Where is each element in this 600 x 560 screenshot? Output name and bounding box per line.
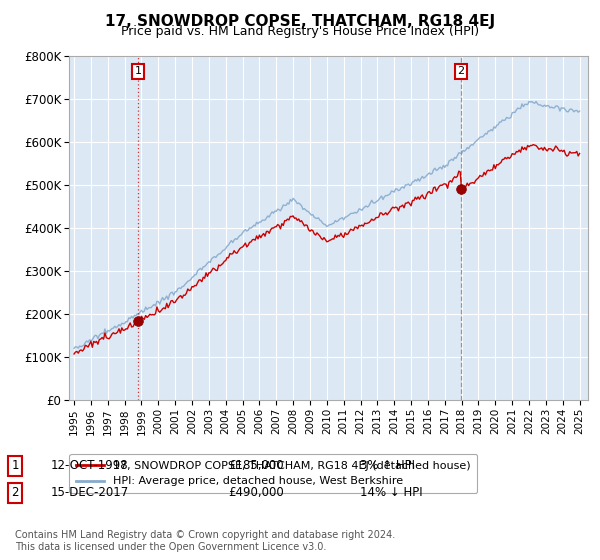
Legend: 17, SNOWDROP COPSE, THATCHAM, RG18 4EJ (detached house), HPI: Average price, det: 17, SNOWDROP COPSE, THATCHAM, RG18 4EJ (…	[70, 454, 477, 493]
Text: 15-DEC-2017: 15-DEC-2017	[51, 486, 129, 500]
Text: 17, SNOWDROP COPSE, THATCHAM, RG18 4EJ: 17, SNOWDROP COPSE, THATCHAM, RG18 4EJ	[105, 14, 495, 29]
Text: 12-OCT-1998: 12-OCT-1998	[51, 459, 128, 473]
Text: £185,000: £185,000	[228, 459, 284, 473]
Text: 2: 2	[457, 67, 464, 77]
Text: Contains HM Land Registry data © Crown copyright and database right 2024.
This d: Contains HM Land Registry data © Crown c…	[15, 530, 395, 552]
Text: 1: 1	[134, 67, 142, 77]
Text: 1: 1	[11, 459, 19, 473]
Text: Price paid vs. HM Land Registry's House Price Index (HPI): Price paid vs. HM Land Registry's House …	[121, 25, 479, 38]
Text: £490,000: £490,000	[228, 486, 284, 500]
Text: 3% ↑ HPI: 3% ↑ HPI	[360, 459, 415, 473]
Text: 2: 2	[11, 486, 19, 500]
Text: 14% ↓ HPI: 14% ↓ HPI	[360, 486, 422, 500]
